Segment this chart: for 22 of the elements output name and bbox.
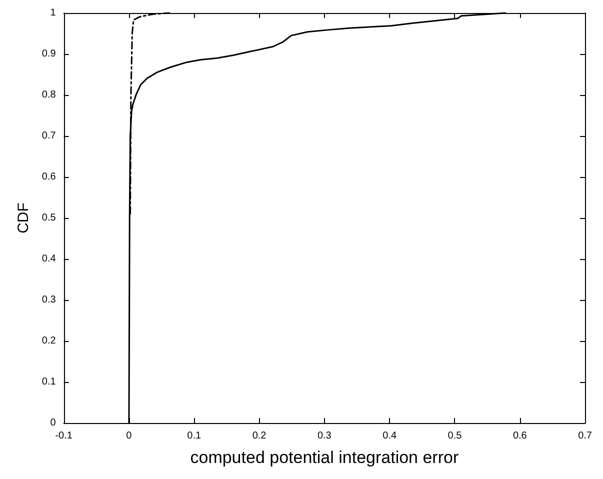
- x-tick-label: -0.1: [55, 430, 73, 442]
- x-axis-title: computed potential integration error: [190, 448, 459, 467]
- y-tick-label: 0.5: [42, 212, 56, 224]
- y-tick-label: 0.3: [42, 294, 56, 306]
- y-tick-label: 1: [50, 8, 56, 18]
- y-tick-label: 0.1: [42, 376, 56, 388]
- y-tick-label: 0.2: [42, 336, 56, 346]
- y-tick-label: 0.6: [42, 172, 56, 182]
- y-tick-label: 0.8: [42, 90, 56, 100]
- x-tick-label: 0.2: [252, 430, 267, 442]
- y-axis-title: CDF: [15, 202, 32, 234]
- y-tick-label: 0.7: [42, 130, 56, 142]
- x-tick-label: 0: [126, 430, 132, 442]
- x-tick-label: 0.6: [512, 430, 528, 442]
- y-tick-label: 0: [50, 418, 56, 428]
- x-tick-label: 0.1: [187, 430, 202, 442]
- x-tick-label: 0.7: [578, 430, 592, 442]
- y-tick-label: 0.4: [42, 254, 56, 264]
- x-tick-label: 0.5: [448, 430, 462, 442]
- y-tick-label: 0.9: [42, 48, 56, 60]
- x-tick-label: 0.3: [317, 430, 332, 442]
- x-tick-label: 0.4: [382, 430, 397, 442]
